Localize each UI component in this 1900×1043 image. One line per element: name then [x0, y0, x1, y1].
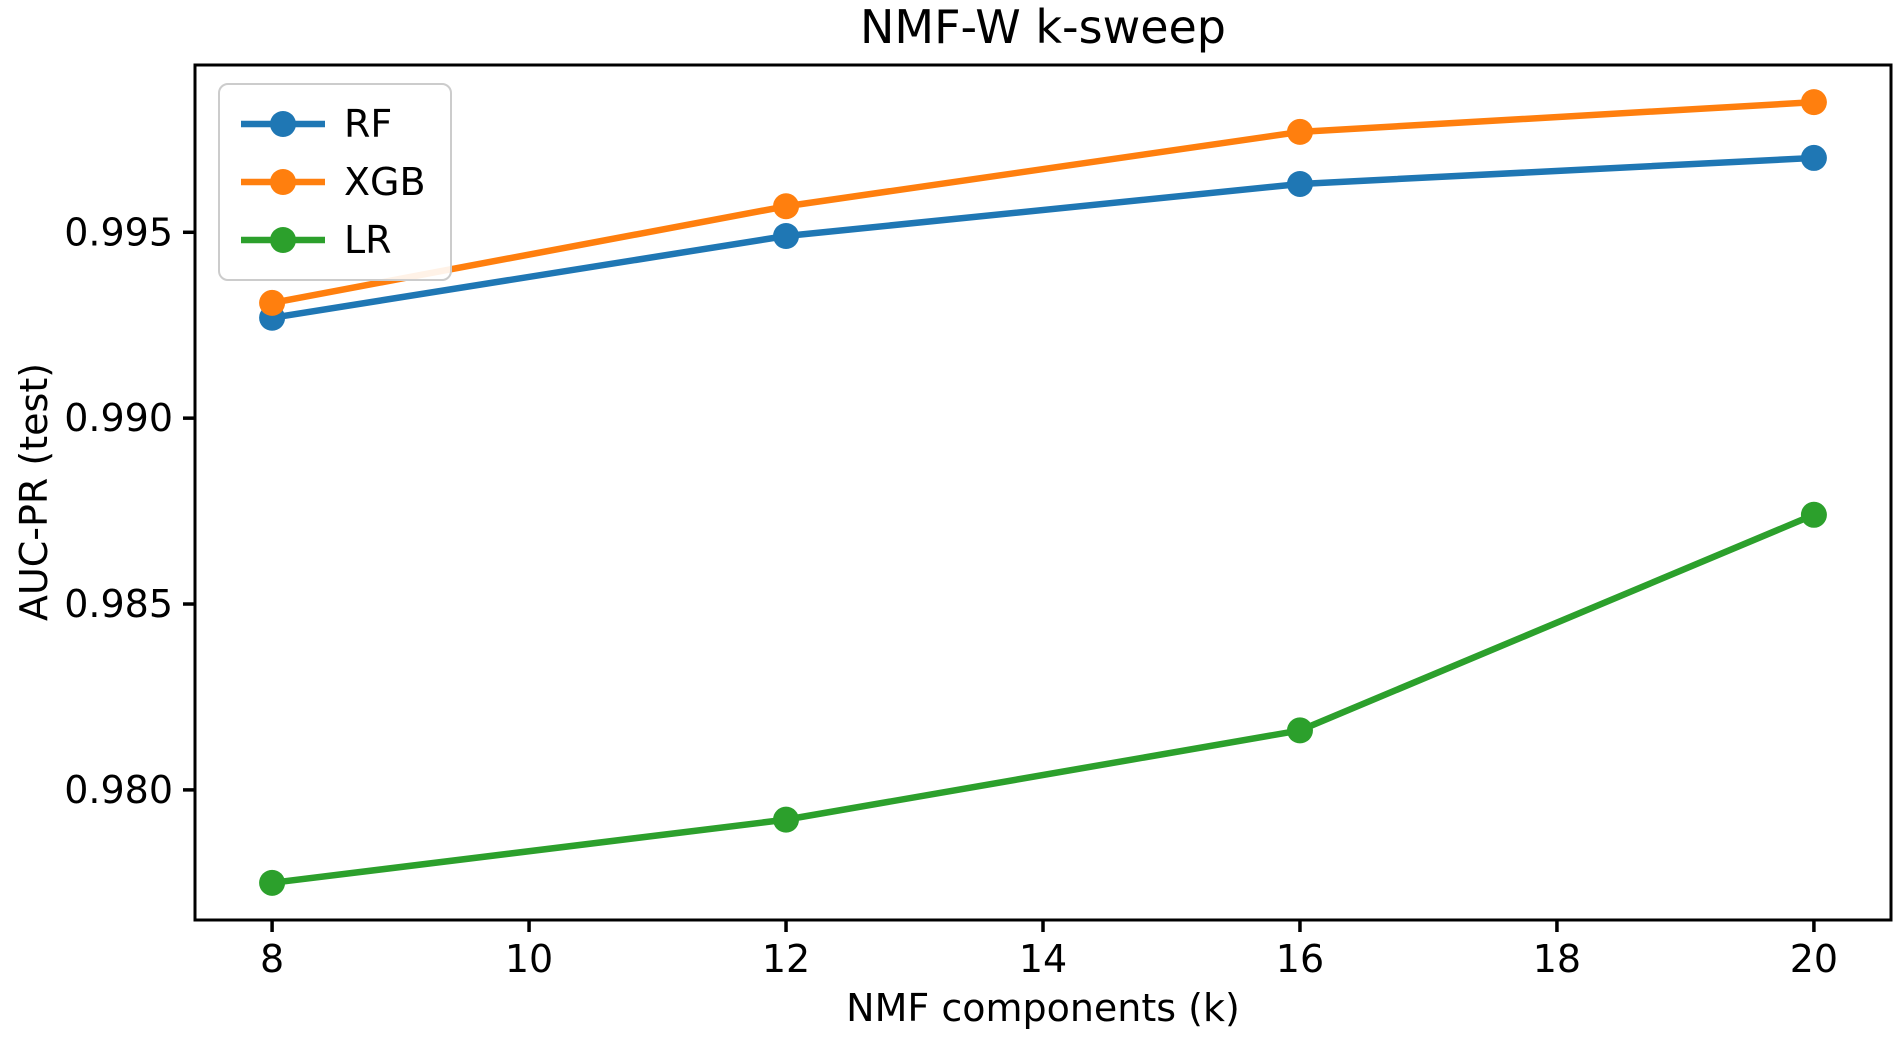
y-tick-label: 0.990	[64, 396, 173, 440]
chart-title: NMF-W k-sweep	[859, 0, 1227, 54]
x-axis-label: NMF components (k)	[846, 986, 1240, 1030]
legend-item-lr: LR	[238, 215, 426, 265]
x-tick-label: 16	[1276, 937, 1324, 981]
x-tick-label: 20	[1790, 937, 1838, 981]
lr-marker-k16	[1286, 717, 1313, 744]
lr-marker-k20	[1800, 501, 1827, 528]
y-tick-label: 0.985	[64, 582, 173, 626]
xgb-marker-k16	[1286, 118, 1313, 145]
legend-sample-rf	[241, 111, 325, 137]
x-tick-label: 10	[505, 937, 553, 981]
legend-item-xgb: XGB	[238, 157, 426, 207]
xgb-line	[268, 98, 1818, 307]
legend-sample-lr	[241, 227, 325, 253]
legend-item-rf: RF	[238, 99, 426, 149]
rf-line	[268, 154, 1818, 322]
rf-marker-k20	[1800, 144, 1827, 171]
rf-marker-k12	[773, 223, 800, 249]
legend-marker-icon	[270, 169, 296, 195]
rf-marker-k16	[1286, 170, 1313, 197]
y-tick-label: 0.980	[64, 768, 173, 812]
y-tick-label: 0.995	[64, 210, 173, 254]
xgb-marker-k20	[1800, 89, 1827, 116]
x-tick-label: 12	[762, 937, 810, 981]
x-tick-label: 18	[1533, 937, 1581, 981]
legend-marker-icon	[270, 227, 296, 253]
lr-line	[268, 511, 1818, 887]
legend-marker-icon	[270, 111, 296, 137]
lr-marker-k12	[773, 806, 800, 833]
legend-label-xgb: XGB	[344, 160, 426, 204]
xgb-marker-k8	[259, 289, 286, 316]
x-tick-label: 14	[1019, 937, 1067, 981]
legend-sample-xgb	[241, 169, 325, 195]
xgb-marker-k12	[773, 193, 800, 220]
legend-label-rf: RF	[344, 102, 393, 146]
legend: RF XGB LR	[218, 83, 452, 281]
lr-marker-k8	[259, 869, 286, 896]
legend-label-lr: LR	[344, 218, 392, 262]
x-tick-label: 8	[260, 937, 284, 981]
